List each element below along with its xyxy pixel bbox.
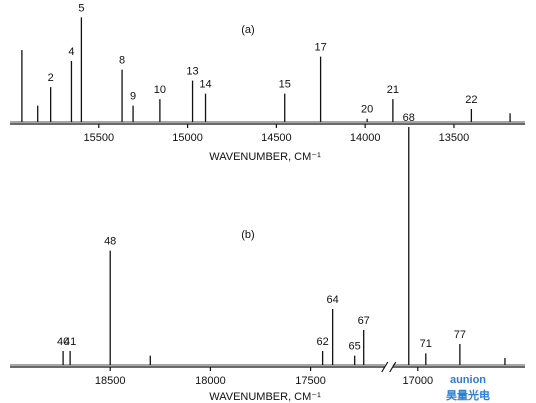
x-tick-label: 17500 [295, 375, 326, 387]
peak-label: 8 [119, 55, 125, 67]
peak-label: 20 [361, 104, 373, 116]
panel-label: (b) [241, 229, 254, 241]
peak-label: 9 [130, 91, 136, 103]
x-tick-label: 15000 [172, 132, 203, 144]
peak-label: 5 [78, 2, 84, 14]
x-tick-label: 18500 [95, 375, 126, 387]
peak-label: 41 [64, 336, 76, 348]
peak-label: 77 [454, 329, 466, 341]
peak-label: 22 [465, 94, 477, 106]
axis-break [381, 361, 389, 373]
peak-label: 67 [358, 315, 370, 327]
x-tick-label: 18000 [195, 375, 226, 387]
x-tick-label: 15500 [83, 132, 114, 144]
peak-label: 64 [327, 294, 339, 306]
peak-label: 65 [349, 341, 361, 353]
watermark: aunion [450, 374, 486, 386]
peak-label: 4 [68, 46, 74, 58]
peak-label: 68 [403, 112, 415, 124]
peak-label: 2 [48, 72, 54, 84]
peak-label: 13 [186, 65, 198, 77]
peak-label: 48 [104, 236, 116, 248]
watermark-sub: 昊量光电 [446, 388, 490, 402]
peak-label: 17 [314, 42, 326, 54]
panel-label: (a) [241, 24, 254, 36]
x-tick-label: 14000 [350, 132, 381, 144]
x-axis-title: WAVENUMBER, CM⁻¹ [209, 391, 321, 403]
peak-label: 10 [154, 84, 166, 96]
peak-label: 40 [57, 336, 69, 348]
x-axis-title: WAVENUMBER, CM⁻¹ [209, 151, 321, 163]
x-tick-label: 17000 [402, 375, 433, 387]
peak-label: 71 [420, 338, 432, 350]
peak-label: 14 [199, 79, 211, 91]
axis-break [389, 361, 397, 373]
peak-label: 21 [387, 84, 399, 96]
peak-label: 62 [316, 336, 328, 348]
x-tick-label: 14500 [261, 132, 292, 144]
peak-label: 15 [279, 79, 291, 91]
x-tick-label: 13500 [439, 132, 470, 144]
